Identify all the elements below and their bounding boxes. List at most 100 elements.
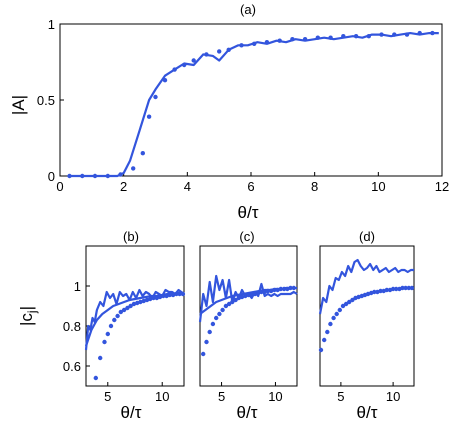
panel-c-data-point	[268, 288, 274, 294]
panel-a-data-point	[67, 173, 72, 179]
panel-a-data-point	[353, 34, 359, 39]
panel-d-data-point	[325, 329, 330, 335]
panel-c-data-point	[272, 287, 277, 293]
panel-b-data-point	[157, 294, 163, 300]
panel-d-data-point	[372, 289, 377, 295]
panel-a-data-point	[392, 32, 397, 37]
panel-b-data-point	[125, 305, 130, 311]
panel-a-data-point	[302, 37, 308, 42]
panel-a-data-point	[404, 32, 410, 37]
panel-a-data-point	[140, 151, 145, 156]
panel-c-data-point	[204, 339, 209, 345]
panel-d-data-point	[400, 285, 405, 291]
panel-d-title: (d)	[359, 229, 375, 244]
panel-b-data-point	[128, 303, 133, 309]
panel-a-data-point	[430, 30, 435, 36]
panel-b-ytick-label: 0.8	[63, 319, 81, 334]
panel-c-data-point	[233, 297, 238, 303]
panel-a-ylabel: |A|	[9, 95, 28, 115]
panel-c-data-point	[226, 301, 232, 307]
panel-b-data-point	[148, 296, 153, 302]
panel-c-data-point	[207, 329, 212, 335]
panel-c-xtick-label: 5	[218, 389, 225, 404]
panel-d-xtick-label: 5	[337, 389, 344, 404]
panel-a-data-point	[277, 38, 282, 43]
panel-a-data-point	[191, 58, 196, 63]
panel-d-series-line-1	[318, 258, 414, 315]
panel-a-data-point	[92, 173, 98, 179]
panel-b-data-point	[121, 307, 127, 313]
panel-b-data-point	[118, 309, 124, 315]
panel-b-data-point	[131, 301, 137, 307]
panel-d-data-point	[322, 337, 327, 343]
panel-a-data-point	[239, 43, 244, 48]
panel-a-data-point	[290, 37, 295, 42]
panel-b-data-point	[108, 323, 114, 329]
panel-b-data-point	[180, 291, 186, 297]
panel-a-data-point	[315, 35, 320, 40]
panel-a-xtick-label: 0	[56, 179, 63, 194]
panel-b-data-point	[151, 295, 156, 301]
panel-b-ytick-label: 0.6	[63, 359, 81, 374]
panel-b-xlabel: θ/τ	[121, 403, 142, 422]
panel-a-xtick-label: 2	[120, 179, 127, 194]
panel-b-title: (b)	[123, 229, 139, 244]
panel-a-data-point	[162, 78, 168, 83]
panel-c-data-point	[210, 321, 216, 327]
panel-c-data-point	[281, 286, 287, 292]
panel-a-data-point	[204, 52, 209, 57]
panel-a-data-point	[341, 34, 346, 39]
panel-b-data-point	[170, 292, 176, 298]
panel-b-xtick-label: 5	[104, 389, 111, 404]
panel-a-data-point	[80, 173, 85, 179]
panel-b-data-point	[167, 292, 172, 298]
panel-a-xtick-label: 8	[311, 179, 318, 194]
panel-a-xtick-label: 10	[371, 179, 385, 194]
panel-b-data-point	[98, 355, 103, 361]
panel-b-data-point	[112, 317, 117, 323]
panel-c-data-point	[259, 289, 264, 295]
panel-d-data-point	[318, 347, 324, 353]
panel-a-plot: 0 2 4 6 8 10 12 0 0.5 1	[37, 17, 449, 194]
panel-c-title: (c)	[239, 229, 254, 244]
panel-a-data-point	[182, 62, 187, 68]
panel-d-data-point	[334, 311, 339, 317]
panel-b-plot: 5 10 0.6 0.8 1	[63, 279, 186, 404]
panel-a-data-point	[417, 30, 422, 36]
panel-b-data-point	[138, 299, 143, 305]
panel-b-xtick-label: 10	[155, 389, 169, 404]
panel-a-series-line-1	[69, 31, 439, 178]
panel-b-ylabel: |cj|	[17, 306, 39, 326]
panel-a-data-point	[118, 172, 123, 177]
panel-d-xtick-label: 10	[386, 389, 400, 404]
panel-d-data-point	[328, 321, 333, 327]
panel-a-data-point	[131, 166, 136, 171]
panel-d-frame	[319, 245, 415, 387]
panel-d-data-point	[394, 286, 399, 292]
panel-a-ytick-label: 1	[48, 17, 55, 32]
panel-c-data-point	[278, 286, 283, 292]
panel-b-data-point	[105, 331, 111, 337]
panel-d-data-point	[403, 285, 408, 291]
panel-d-data-point	[331, 315, 336, 321]
panel-a-data-point	[264, 40, 270, 45]
panel-a-data-point	[252, 41, 257, 46]
panel-b-data-point	[102, 339, 107, 345]
panel-c-data-point	[223, 303, 229, 309]
panel-d-data-point	[406, 285, 411, 291]
panel-c-data-point	[230, 299, 235, 305]
panel-c-data-point	[217, 311, 222, 317]
panel-d-data-point	[384, 287, 389, 293]
panel-a-data-point	[328, 35, 333, 40]
panel-b-data-point	[141, 298, 146, 304]
panel-d-data-point	[378, 288, 383, 294]
panel-c-series-line-1	[198, 274, 298, 323]
panel-a-data-point	[226, 47, 231, 52]
panel-b-data-point	[161, 293, 166, 299]
panel-c-xtick-label: 10	[268, 389, 282, 404]
panel-c: (c) θ/τ 5 10	[198, 229, 298, 422]
panel-c-plot: 5 10	[198, 274, 298, 404]
panel-a-data-point	[153, 94, 158, 100]
panel-a-data-point	[105, 173, 111, 179]
